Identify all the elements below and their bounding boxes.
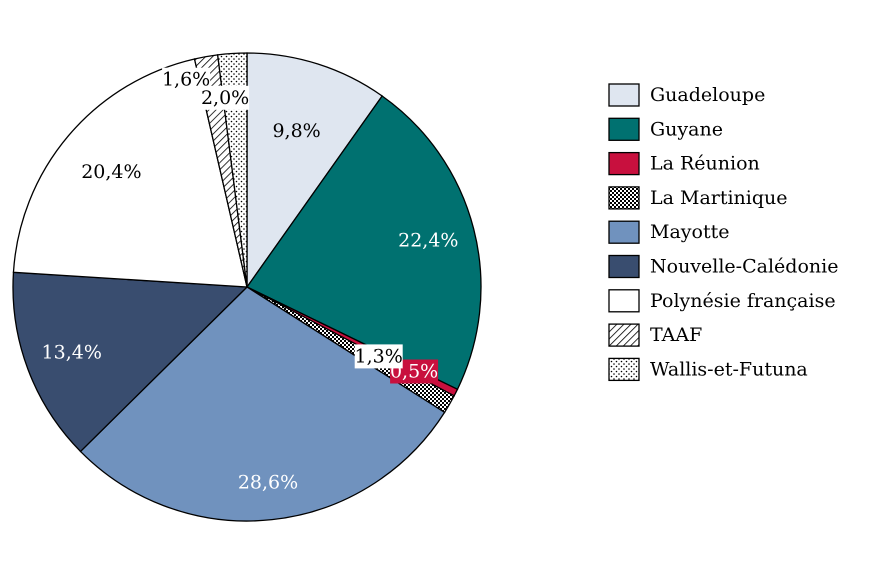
legend-label-mayotte: Mayotte [650, 221, 729, 243]
legend-swatch-nouvelle-caledonie [608, 254, 640, 279]
slice-label-mayotte: 28,6% [238, 471, 298, 493]
legend-swatch-la-reunion [608, 151, 640, 176]
slice-label-bg-la-martinique [354, 344, 403, 369]
legend-label-taaf: TAAF [650, 324, 702, 346]
pie-labels: 9,8%22,4%0,5%1,3%28,6%13,4%20,4%1,6%2,0% [42, 67, 458, 493]
legend: Guadeloupe Guyane La Réunion La Martinique M… [608, 83, 838, 382]
slice-label-taaf: 1,6% [162, 69, 210, 91]
pie-slices [12, 52, 482, 522]
legend-swatch-polynesie-francaise [608, 289, 640, 313]
legend-swatch-mayotte [608, 220, 640, 244]
slice-label-nouvelle-caledonie: 13,4% [42, 342, 102, 364]
legend-label-wallis-et-futuna: Wallis-et-Futuna [650, 358, 808, 380]
legend-swatch-guyane [608, 117, 640, 141]
legend-swatch-wallis-et-futuna [608, 357, 640, 382]
legend-label-nouvelle-caledonie: Nouvelle-Calédonie [650, 256, 838, 278]
slice-label-guadeloupe: 9,8% [272, 120, 320, 142]
slice-mayotte [79, 286, 446, 522]
slice-label-la-martinique: 1,3% [355, 345, 403, 367]
legend-label-guadeloupe: Guadeloupe [650, 84, 765, 106]
legend-label-la-reunion: La Réunion [650, 153, 760, 175]
legend-swatch-taaf [608, 323, 640, 347]
slice-label-wallis-et-futuna: 2,0% [201, 87, 249, 109]
slice-nouvelle-caledonie [12, 271, 249, 453]
slice-label-guyane: 22,4% [398, 229, 458, 251]
slice-guadeloupe [246, 52, 384, 290]
slice-guyane [246, 95, 482, 391]
legend-label-polynesie-francaise: Polynésie française [650, 290, 836, 312]
slice-label-polynesie-francaise: 20,4% [81, 161, 141, 183]
legend-label-la-martinique: La Martinique [650, 187, 788, 209]
legend-label-guyane: Guyane [650, 118, 723, 140]
slice-wallis-et-futuna [216, 52, 248, 288]
legend-swatch-guadeloupe [608, 83, 640, 107]
slice-label-bg-wallis-et-futuna [201, 85, 250, 110]
legend-swatch-la-martinique [608, 186, 640, 210]
